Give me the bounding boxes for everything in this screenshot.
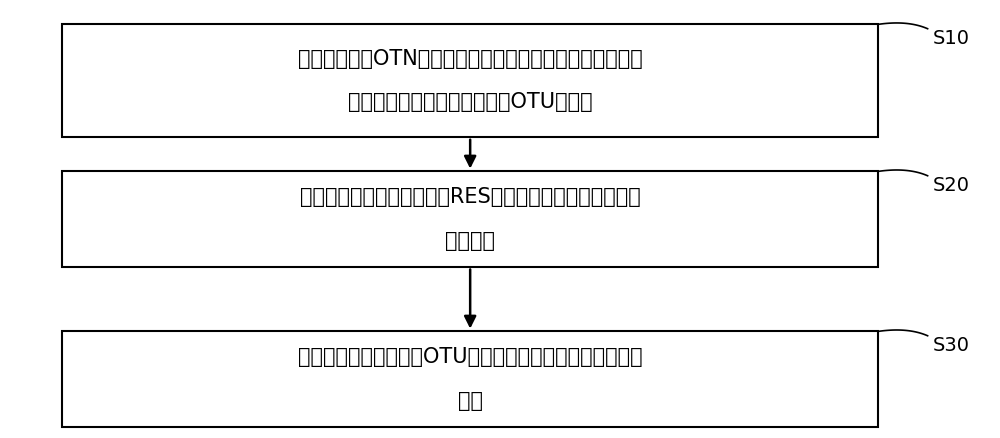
FancyBboxPatch shape <box>62 171 878 267</box>
Text: 警信息确定对应的光转换单元OTU业务帧: 警信息确定对应的光转换单元OTU业务帧 <box>348 92 592 112</box>
Text: 获取光传送网OTN光通道的故障告警信息，根据所述故障告: 获取光传送网OTN光通道的故障告警信息，根据所述故障告 <box>298 49 643 69</box>
Text: 标业务帧: 标业务帧 <box>445 231 495 251</box>
Text: 根据所述目标业务帧对OTU业务的光通道域内告警进行告警: 根据所述目标业务帧对OTU业务的光通道域内告警进行告警 <box>298 347 642 367</box>
Text: 隔离: 隔离 <box>458 391 483 411</box>
Text: S10: S10 <box>933 29 970 48</box>
FancyBboxPatch shape <box>62 25 878 137</box>
FancyBboxPatch shape <box>62 332 878 427</box>
Text: 对所述业务帧中的保留字节RES进行设置，获得设置后的目: 对所述业务帧中的保留字节RES进行设置，获得设置后的目 <box>300 187 641 207</box>
Text: S20: S20 <box>933 176 970 195</box>
Text: S30: S30 <box>933 336 970 355</box>
